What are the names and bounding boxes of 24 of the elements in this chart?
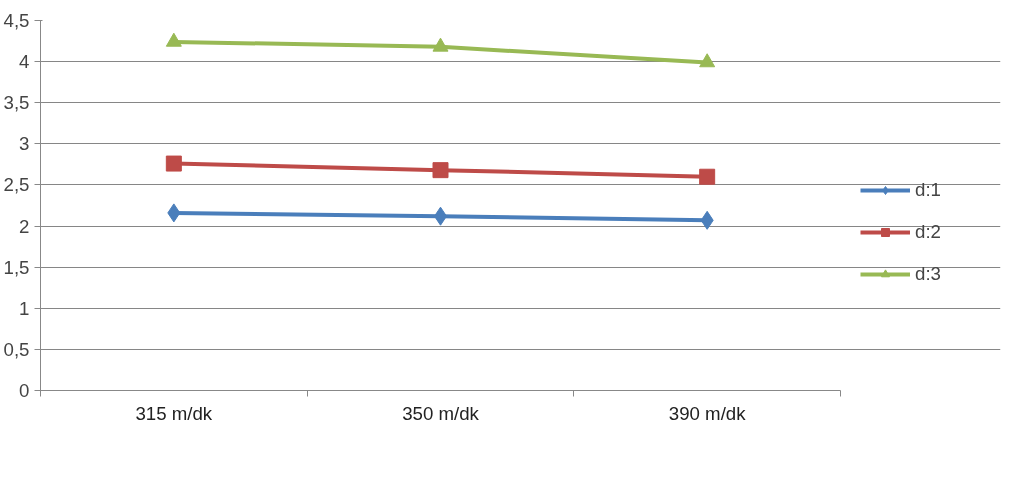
- point: [699, 168, 716, 185]
- point: [432, 162, 449, 179]
- point: [699, 53, 716, 68]
- y-tick-label: 3,5: [3, 92, 30, 114]
- y-tick-label: 1: [19, 297, 30, 319]
- y-tick-label: 4: [19, 51, 30, 73]
- point: [432, 37, 449, 52]
- y-tick-label: 2: [19, 215, 30, 237]
- y-tick-label: 0,5: [3, 338, 30, 360]
- y-tick-label: 3: [19, 133, 30, 155]
- point: [165, 32, 182, 47]
- y-tick-label: 4,5: [3, 10, 30, 31]
- y-tick-label: 0: [19, 380, 30, 401]
- x-tick-label: 315 m/dk: [135, 402, 213, 424]
- x-tick-label: 390 m/dk: [668, 402, 747, 424]
- legend-label: d:1: [915, 179, 941, 201]
- point: [165, 155, 182, 172]
- x-tick-label: 350 m/dk: [402, 402, 480, 424]
- y-tick-label: 2,5: [3, 174, 30, 196]
- y-tick-label: 1,5: [3, 256, 30, 278]
- legend-label: d:2: [915, 221, 941, 243]
- point: [167, 203, 181, 223]
- legend-label: d:3: [915, 263, 941, 285]
- point: [700, 210, 714, 230]
